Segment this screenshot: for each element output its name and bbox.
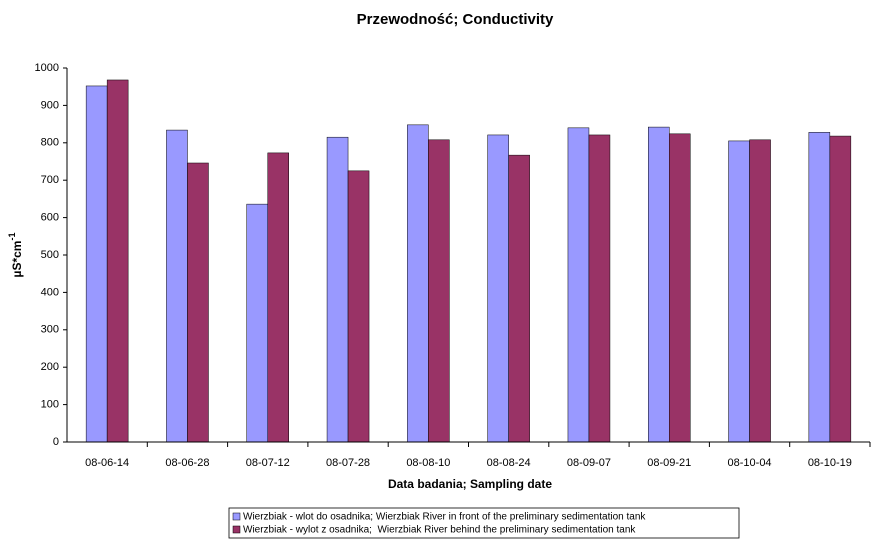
bar	[648, 126, 670, 443]
y-tick-label: 500	[41, 249, 59, 261]
x-axis-label: Data badania; Sampling date	[388, 477, 552, 491]
bar	[246, 203, 268, 443]
y-tick-label: 600	[41, 212, 59, 224]
legend-swatch	[232, 512, 241, 521]
bar	[588, 134, 611, 443]
y-tick-label: 400	[41, 286, 59, 298]
x-tick-label: 08-06-28	[165, 457, 209, 469]
bar	[487, 134, 509, 443]
bar	[326, 136, 349, 443]
bar	[166, 129, 188, 443]
bar	[669, 133, 691, 443]
x-tick-label: 08-10-19	[808, 457, 852, 469]
bar	[428, 139, 450, 443]
x-tick-label: 08-07-12	[246, 457, 290, 469]
y-tick-label: 1000	[35, 62, 59, 74]
bar	[106, 79, 129, 443]
legend-label: Wierzbiak - wlot do osadnika; Wierzbiak …	[243, 512, 646, 523]
bar	[407, 124, 429, 443]
y-tick-label: 700	[41, 174, 59, 186]
bar	[347, 170, 370, 443]
x-tick-label: 08-08-10	[406, 457, 450, 469]
bar	[567, 127, 590, 443]
chart-title: Przewodność; Conductivity	[357, 11, 554, 28]
y-tick-label: 300	[41, 324, 59, 336]
y-tick-label: 800	[41, 137, 59, 149]
y-tick-label: 200	[41, 361, 59, 373]
bar	[808, 132, 831, 443]
bar	[187, 162, 209, 443]
y-tick-label: 100	[41, 399, 59, 411]
bar	[85, 85, 108, 443]
y-axis-label: µS*cm-1	[7, 233, 24, 278]
x-tick-label: 08-08-24	[487, 457, 531, 469]
y-tick-label: 0	[53, 436, 59, 448]
legend-box	[228, 507, 740, 539]
x-tick-label: 08-06-14	[85, 457, 129, 469]
y-axis-label-superscript: -1	[7, 233, 17, 241]
legend-label: Wierzbiak - wylot z osadnika; Wierzbiak …	[243, 525, 636, 536]
bar	[267, 152, 289, 443]
x-tick-label: 08-09-07	[567, 457, 611, 469]
legend-swatch	[232, 525, 241, 534]
bar	[728, 140, 750, 443]
x-tick-label: 08-09-21	[647, 457, 691, 469]
bar	[829, 135, 852, 443]
bar	[508, 154, 530, 443]
y-axis-label-base: µS*cm	[10, 241, 24, 278]
bar	[749, 139, 771, 443]
y-tick-label: 900	[41, 99, 59, 111]
x-tick-label: 08-10-04	[728, 457, 772, 469]
x-tick-label: 08-07-28	[326, 457, 370, 469]
